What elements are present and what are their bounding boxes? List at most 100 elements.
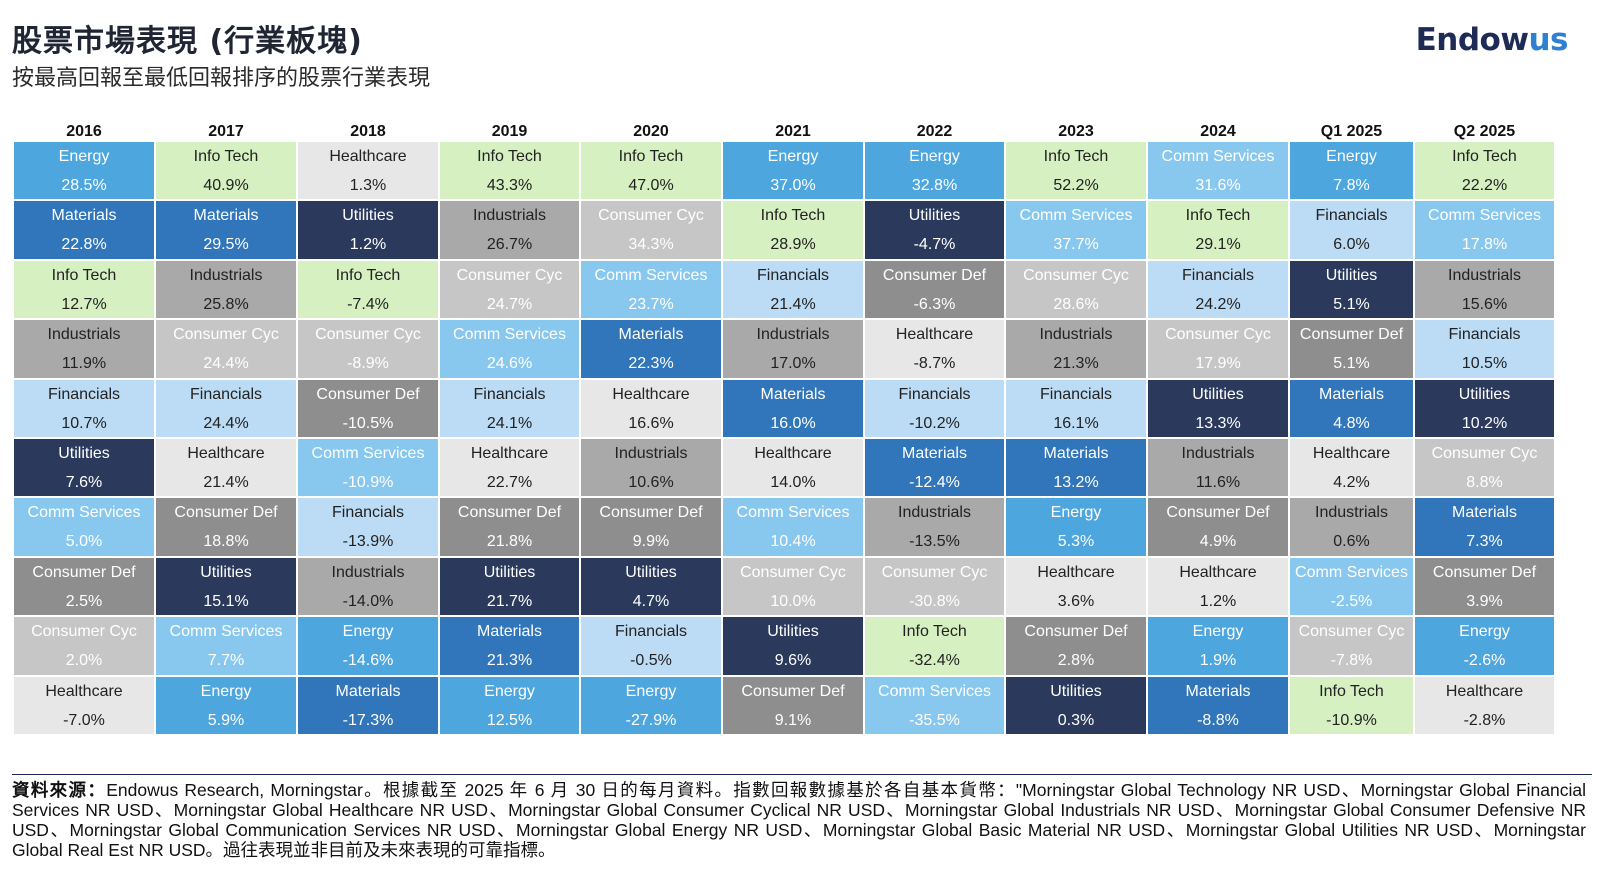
sector-return: 37.7% (1053, 236, 1099, 254)
sector-return: 34.3% (628, 236, 674, 254)
year-header: Q1 2025 (1320, 123, 1383, 140)
sector-return: 11.6% (1195, 474, 1241, 491)
sector-return: 1.2% (349, 236, 387, 254)
sector-return: -13.9% (342, 533, 394, 551)
sector-return: 10.4% (770, 533, 816, 551)
sector-return: -10.2% (909, 414, 960, 432)
sector-return: 14.0% (770, 474, 816, 491)
sector-cell: Energy -27.9% (581, 676, 721, 734)
sector-name: Comm Services (453, 326, 566, 344)
sector-return: 21.4% (203, 474, 249, 491)
sector-return: -13.5% (909, 533, 960, 551)
sector-cell: Utilities 7.6% (14, 439, 154, 497)
sector-name: Financials (1039, 385, 1113, 403)
sector-cell: Energy 5.3% (1006, 498, 1146, 556)
sector-name: Comm Services (1019, 207, 1133, 225)
sector-cell: Consumer Cyc 2.0% (14, 617, 154, 675)
sector-cell: Comm Services 17.8% (1415, 201, 1554, 259)
year-header: 2019 (491, 123, 528, 140)
sector-cell: Energy 12.5% (440, 676, 579, 734)
sector-cell: Comm Services -35.5% (865, 676, 1004, 734)
sector-return: -27.9% (625, 711, 677, 729)
year-header: 2020 (633, 123, 669, 140)
sector-return: 16.0% (770, 414, 816, 432)
sector-name: Energy (342, 623, 394, 641)
sector-return: 1.9% (1199, 652, 1237, 670)
sector-name: Healthcare (1037, 563, 1115, 581)
sector-name: Energy (1459, 623, 1510, 641)
source-label: 資料來源： (12, 780, 107, 800)
sector-return: 28.9% (770, 236, 816, 254)
sector-return: 24.1% (486, 414, 533, 432)
sector-name: Industrials (1448, 266, 1521, 284)
sector-cell: Industrials 10.6% (581, 439, 721, 497)
sector-name: Info Tech (477, 148, 542, 165)
sector-name: Industrials (898, 504, 971, 522)
sector-cell: Utilities 10.2% (1415, 379, 1554, 437)
sector-name: Consumer Def (1432, 563, 1537, 581)
sector-cell: Healthcare -7.0% (14, 676, 154, 734)
sector-cell: Industrials 15.6% (1415, 260, 1554, 319)
sector-name: Utilities (767, 623, 819, 641)
sector-cell: Comm Services 37.7% (1006, 201, 1146, 259)
sector-return: 22.3% (628, 355, 674, 373)
sector-name: Utilities (483, 563, 536, 581)
sector-name: Financials (1315, 207, 1388, 225)
sector-name: Energy (1326, 148, 1377, 165)
sector-returns-table: 2016 Energy 28.5% Materials 22.8% Info Tech 12… (0, 118, 1600, 758)
sector-return: 37.0% (770, 177, 816, 194)
sector-return: 5.9% (207, 711, 245, 729)
sector-return: -10.9% (342, 474, 394, 491)
sector-cell: Info Tech 43.3% (440, 142, 579, 200)
sector-cell: Info Tech 40.9% (156, 142, 296, 200)
sector-return: 4.7% (632, 592, 670, 610)
sector-cell: Comm Services -2.5% (1290, 557, 1413, 616)
sector-name: Healthcare (1445, 682, 1524, 700)
sector-return: 15.1% (203, 592, 249, 610)
sector-cell: Energy 28.5% (14, 142, 154, 200)
sector-name: Materials (902, 445, 967, 462)
sector-cell: Consumer Def -6.3% (865, 260, 1004, 319)
sector-name: Info Tech (335, 266, 401, 284)
sector-return: -7.4% (347, 295, 389, 313)
sector-cell: Industrials 26.7% (440, 201, 579, 259)
sector-return: 28.6% (1053, 295, 1099, 313)
sector-name: Info Tech (1185, 207, 1251, 225)
sector-name: Info Tech (760, 207, 826, 225)
sector-cell: Consumer Cyc 10.0% (723, 557, 863, 616)
sector-name: Consumer Def (1024, 623, 1128, 641)
sector-name: Consumer Def (32, 563, 136, 581)
sector-return: 16.6% (628, 414, 674, 432)
sector-name: Info Tech (1043, 148, 1109, 165)
sector-name: Consumer Cyc (1298, 623, 1405, 641)
sector-name: Healthcare (329, 148, 407, 165)
sector-name: Info Tech (193, 148, 259, 165)
sector-cell: Materials -12.4% (865, 439, 1004, 497)
sector-name: Consumer Cyc (315, 326, 421, 344)
sector-return: 5.3% (1057, 533, 1095, 551)
sector-name: Consumer Cyc (598, 207, 704, 225)
sector-name: Comm Services (736, 504, 850, 522)
sector-cell: Info Tech 29.1% (1148, 201, 1288, 259)
sector-name: Healthcare (1179, 563, 1257, 581)
sector-return: 11.9% (61, 355, 107, 373)
sector-cell: Financials 10.5% (1415, 320, 1554, 378)
sector-return: 24.2% (1195, 295, 1241, 313)
sector-name: Consumer Def (316, 385, 420, 403)
sector-cell: Consumer Def 18.8% (156, 498, 296, 556)
sector-cell: Materials 21.3% (440, 617, 579, 675)
sector-return: 43.3% (486, 177, 533, 194)
sector-return: 9.6% (774, 652, 812, 670)
sector-return: -4.7% (913, 236, 956, 254)
sector-cell: Healthcare 1.2% (1148, 557, 1288, 616)
sector-cell: Materials 13.2% (1006, 439, 1146, 497)
sector-cell: Healthcare 3.6% (1006, 557, 1146, 616)
sector-cell: Financials 6.0% (1290, 201, 1413, 259)
sector-name: Energy (58, 148, 110, 165)
year-header: 2017 (208, 123, 244, 140)
sector-cell: Utilities -4.7% (865, 201, 1004, 259)
source-note: 資料來源：Endowus Research, Morningstar。根據截至 … (12, 780, 1586, 860)
sector-cell: Consumer Def 21.8% (440, 498, 579, 556)
year-header: 2018 (350, 123, 386, 140)
sector-cell: Info Tech 28.9% (723, 201, 863, 259)
